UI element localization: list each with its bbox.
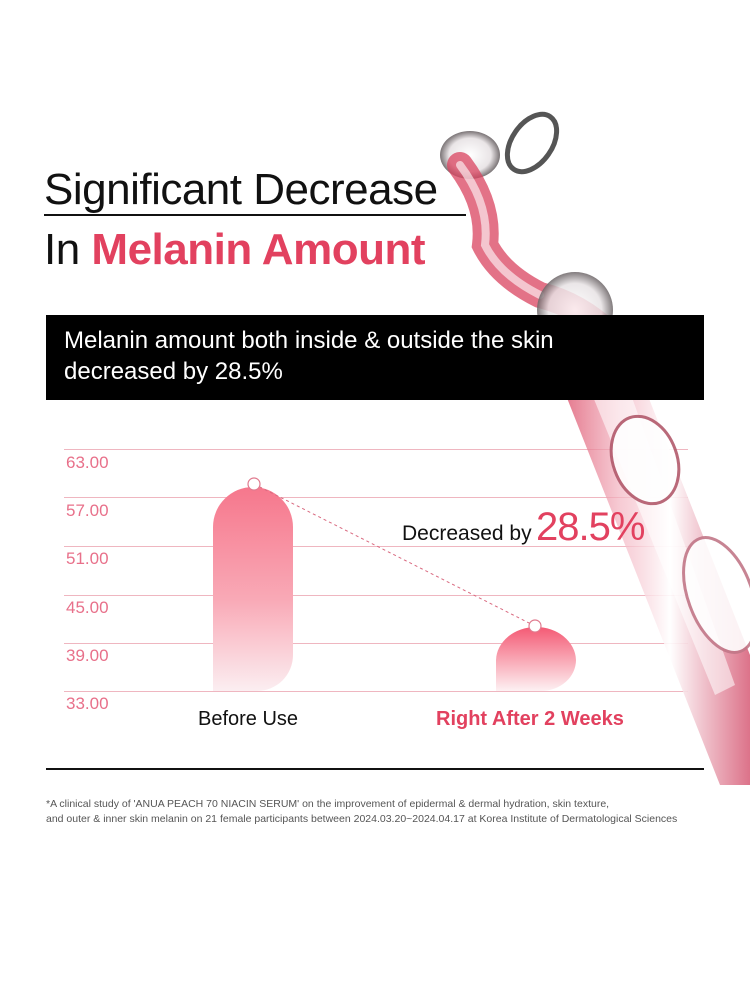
trend-line	[253, 483, 536, 627]
y-tick-label: 33.00	[66, 694, 109, 713]
footer-divider	[46, 768, 704, 770]
y-tick-label: 45.00	[66, 598, 109, 617]
bar-before-use	[213, 487, 293, 691]
grid-line-51	[64, 546, 688, 547]
grid-line-57	[64, 497, 688, 498]
grid-line-63	[64, 449, 688, 450]
title-accent: Melanin Amount	[91, 225, 425, 274]
decrease-annotation: Decreased by 28.5%	[402, 505, 645, 550]
banner-line-2: decreased by 28.5%	[64, 358, 283, 385]
point-after	[528, 619, 542, 633]
footnote-line-1: *A clinical study of 'ANUA PEACH 70 NIAC…	[46, 798, 610, 810]
footnote-line-2: and outer & inner skin melanin on 21 fem…	[46, 813, 678, 825]
clinical-study-footnote: *A clinical study of 'ANUA PEACH 70 NIAC…	[46, 797, 726, 827]
grid-line-33	[64, 691, 688, 692]
title-line-1: Significant Decrease	[44, 165, 438, 214]
grid-line-45	[64, 595, 688, 596]
y-tick-label: 39.00	[66, 646, 109, 665]
y-tick-label: 57.00	[66, 501, 109, 520]
y-tick-label: 63.00	[66, 453, 109, 472]
annotation-value: 28.5%	[536, 505, 645, 549]
annotation-label: Decreased by	[402, 522, 532, 545]
title-prefix: In	[44, 225, 92, 274]
title-underline	[44, 214, 466, 216]
bar-after-2-weeks	[496, 627, 576, 691]
x-label-before-use: Before Use	[198, 708, 299, 730]
grid-line-39	[64, 643, 688, 644]
title-line-2: In Melanin Amount	[44, 228, 425, 272]
x-label-after-2-weeks: Right After 2 Weeks	[436, 708, 624, 730]
point-before	[247, 477, 261, 491]
y-tick-label: 51.00	[66, 549, 109, 568]
